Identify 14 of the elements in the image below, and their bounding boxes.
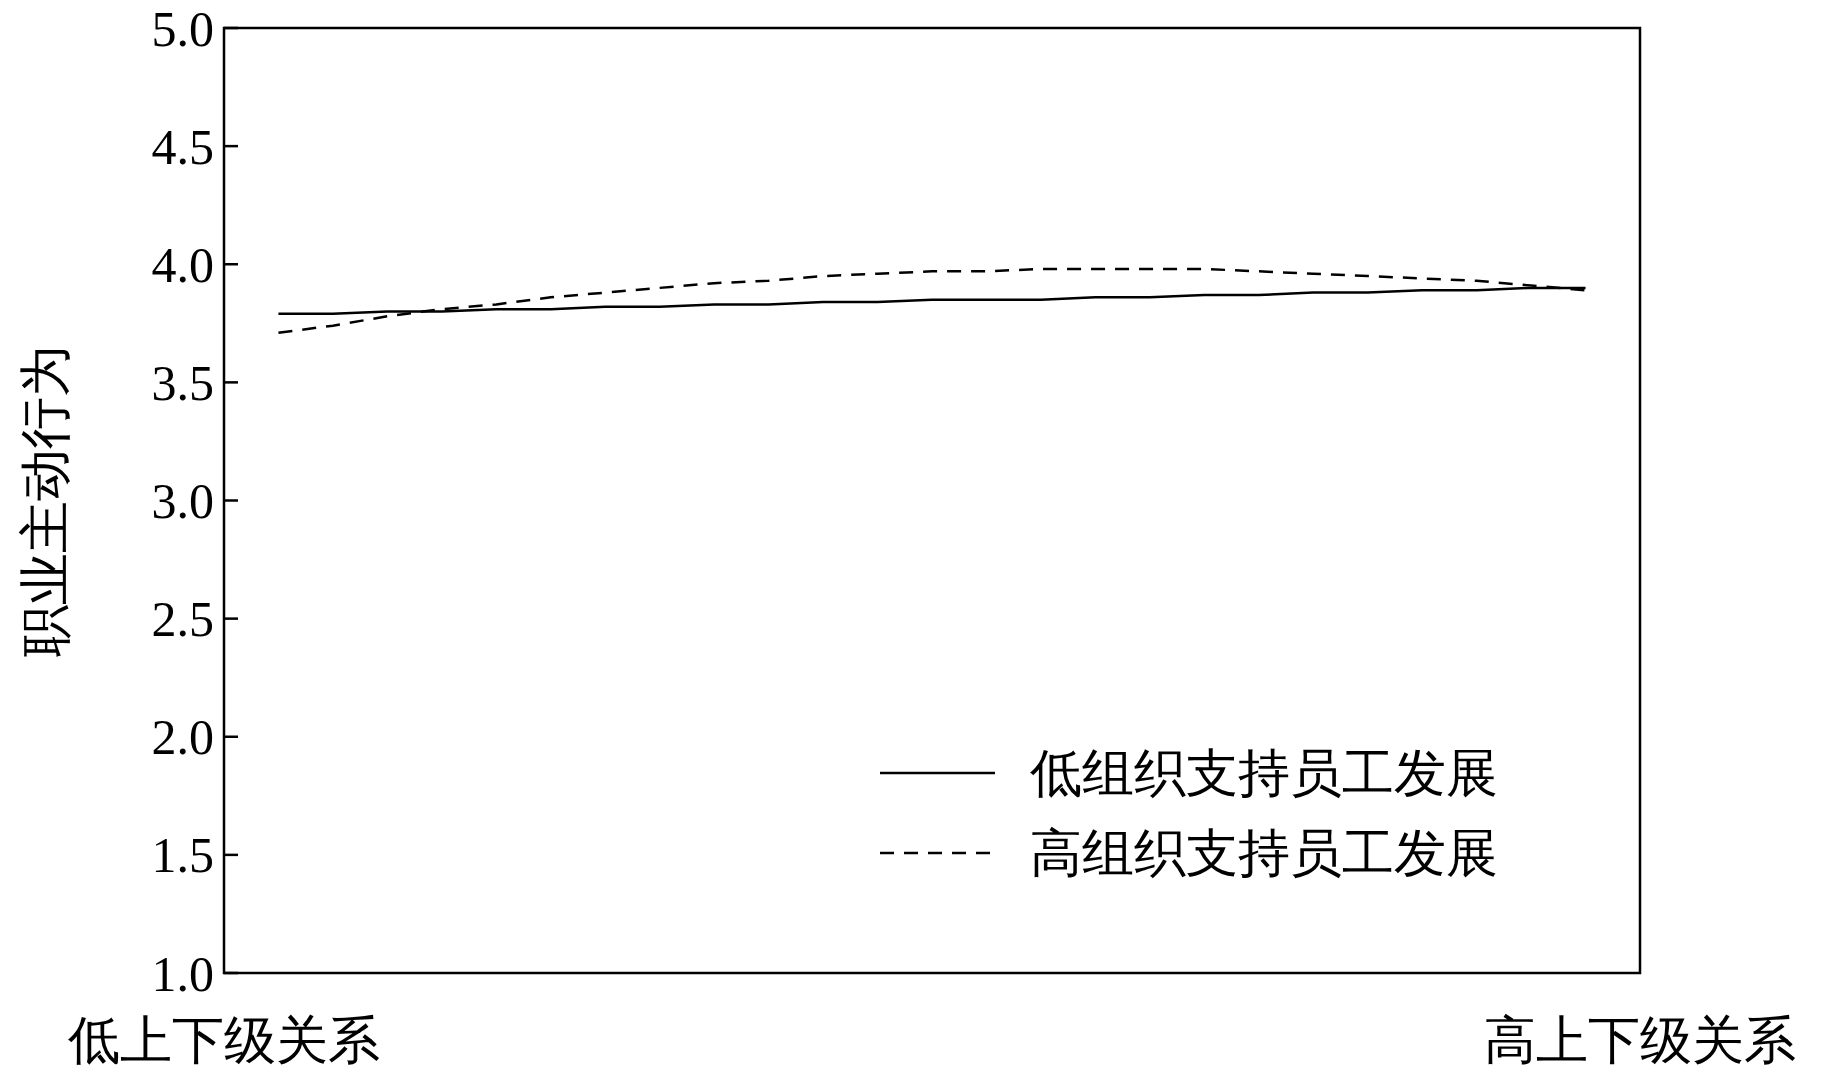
y-tick-label: 4.0	[151, 236, 214, 293]
legend-label: 低组织支持员工发展	[1030, 745, 1498, 803]
y-tick-label: 1.5	[151, 827, 214, 884]
y-tick-label: 3.0	[151, 473, 214, 529]
y-tick-label: 1.0	[151, 945, 214, 1002]
x-tick-label: 低上下级关系	[68, 1012, 380, 1069]
y-tick-label: 5.0	[151, 0, 214, 57]
y-tick-label: 3.5	[151, 354, 214, 411]
legend-label: 高组织支持员工发展	[1030, 825, 1498, 883]
y-tick-label: 4.5	[151, 118, 214, 175]
y-tick-label: 2.5	[151, 591, 214, 648]
y-axis-title: 职业主动行为	[17, 344, 74, 657]
x-tick-label: 高上下级关系	[1484, 1012, 1796, 1069]
y-tick-label: 2.0	[151, 709, 214, 766]
